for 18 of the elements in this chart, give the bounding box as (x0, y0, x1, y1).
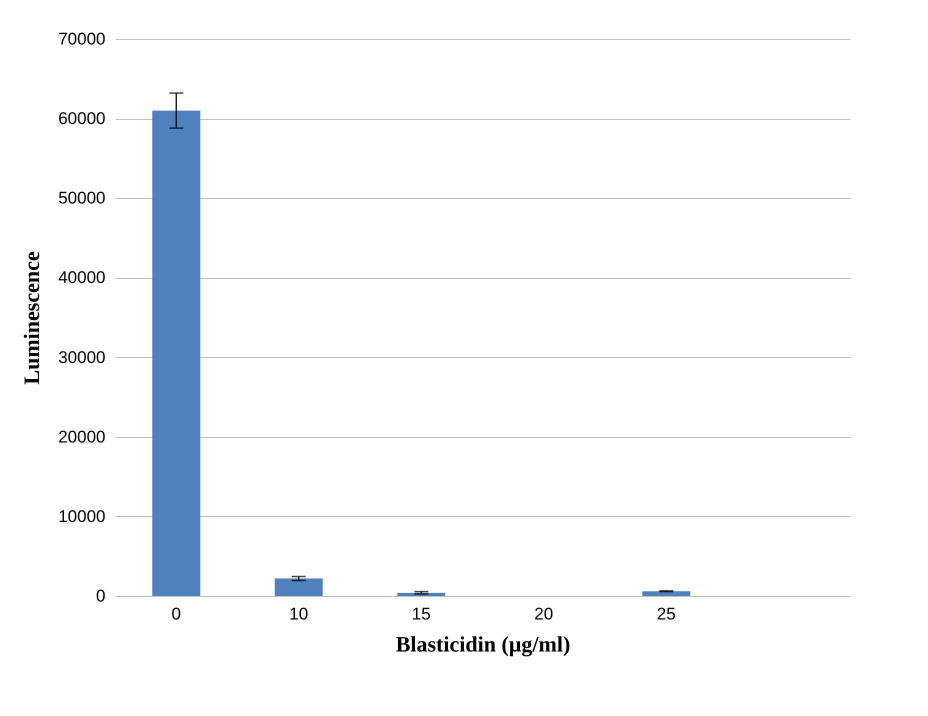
y-tick-label: 10000 (58, 506, 106, 526)
x-tick-label: 10 (289, 604, 308, 624)
y-axis-title: Luminescence (19, 251, 44, 385)
x-tick-label: 15 (412, 604, 431, 624)
bar (274, 578, 323, 596)
y-tick-label: 30000 (58, 348, 106, 367)
x-tick-label: 20 (534, 604, 554, 624)
x-tick-label: 0 (172, 604, 181, 624)
y-tick-label: 20000 (58, 427, 106, 446)
bar (152, 110, 200, 596)
y-tick-label: 60000 (58, 109, 106, 128)
x-axis-title: Blasticidin (µg/ml) (396, 632, 570, 656)
x-tick-label: 25 (656, 604, 676, 624)
y-tick-label: 70000 (58, 30, 106, 48)
y-tick-label: 50000 (58, 188, 106, 208)
bar (642, 591, 690, 596)
y-tick-label: 40000 (58, 268, 106, 288)
y-tick-label: 0 (96, 586, 106, 606)
